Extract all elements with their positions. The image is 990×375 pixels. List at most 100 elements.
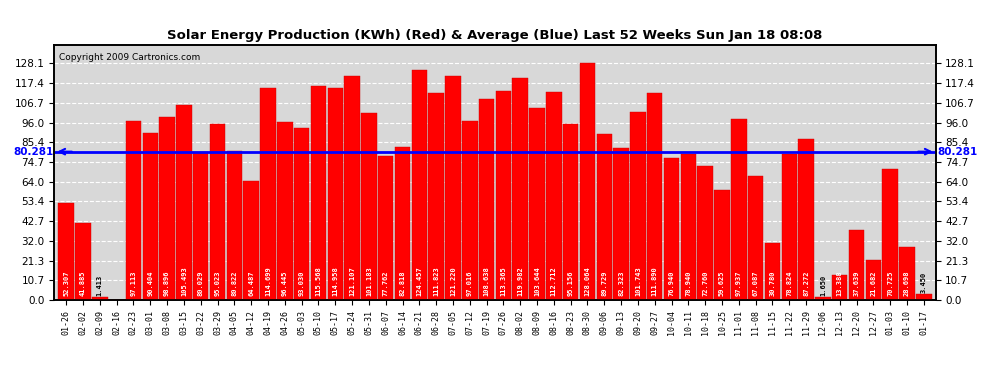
- Text: 89.729: 89.729: [601, 271, 607, 296]
- Text: 97.016: 97.016: [466, 271, 473, 296]
- Bar: [697, 165, 713, 300]
- Bar: [764, 243, 780, 300]
- Text: 98.896: 98.896: [164, 271, 170, 296]
- Bar: [260, 88, 276, 300]
- Text: 121.220: 121.220: [450, 267, 456, 296]
- Text: 128.064: 128.064: [584, 267, 590, 296]
- Bar: [311, 87, 326, 300]
- Bar: [798, 139, 814, 300]
- Text: 77.762: 77.762: [383, 271, 389, 296]
- Bar: [815, 297, 831, 300]
- Bar: [580, 63, 595, 300]
- Bar: [345, 76, 359, 300]
- Text: 111.890: 111.890: [651, 267, 657, 296]
- Text: 1.413: 1.413: [97, 275, 103, 297]
- Text: 105.493: 105.493: [181, 267, 187, 296]
- Bar: [714, 190, 730, 300]
- Text: 101.743: 101.743: [635, 267, 641, 296]
- Bar: [513, 78, 528, 300]
- Bar: [781, 154, 797, 300]
- Text: 87.272: 87.272: [803, 271, 809, 296]
- Bar: [328, 88, 343, 300]
- Bar: [530, 108, 544, 300]
- Bar: [210, 124, 226, 300]
- Bar: [126, 120, 142, 300]
- Text: 70.725: 70.725: [887, 271, 893, 296]
- Bar: [244, 181, 259, 300]
- Bar: [58, 203, 74, 300]
- Bar: [412, 70, 427, 300]
- Bar: [176, 105, 192, 300]
- Bar: [277, 122, 293, 300]
- Text: 113.365: 113.365: [500, 267, 507, 296]
- Text: 103.644: 103.644: [534, 267, 540, 296]
- Bar: [429, 93, 444, 300]
- Text: 82.323: 82.323: [618, 271, 624, 296]
- Text: 114.699: 114.699: [265, 267, 271, 296]
- Text: 82.818: 82.818: [400, 271, 406, 296]
- Text: 90.404: 90.404: [148, 271, 153, 296]
- Text: 80.281: 80.281: [14, 147, 54, 157]
- Bar: [479, 99, 494, 300]
- Text: 21.682: 21.682: [870, 271, 876, 296]
- Text: Copyright 2009 Cartronics.com: Copyright 2009 Cartronics.com: [58, 53, 200, 62]
- Bar: [159, 117, 175, 300]
- Text: 28.698: 28.698: [904, 271, 910, 296]
- Bar: [395, 147, 410, 300]
- Text: 76.940: 76.940: [668, 271, 674, 296]
- Bar: [664, 158, 679, 300]
- Text: 112.712: 112.712: [550, 267, 556, 296]
- Text: 78.940: 78.940: [685, 271, 691, 296]
- Bar: [747, 176, 763, 300]
- Text: 121.107: 121.107: [349, 267, 355, 296]
- Bar: [193, 152, 209, 300]
- Bar: [882, 170, 898, 300]
- Text: 41.885: 41.885: [80, 271, 86, 296]
- Text: 59.625: 59.625: [719, 271, 725, 296]
- Text: 124.457: 124.457: [417, 267, 423, 296]
- Bar: [294, 128, 309, 300]
- Bar: [563, 124, 578, 300]
- Text: 97.937: 97.937: [736, 271, 742, 296]
- Bar: [75, 223, 91, 300]
- Text: 80.029: 80.029: [198, 271, 204, 296]
- Text: 1.650: 1.650: [820, 275, 826, 296]
- Text: 108.638: 108.638: [483, 267, 490, 296]
- Bar: [597, 134, 612, 300]
- Bar: [865, 260, 881, 300]
- Bar: [496, 90, 511, 300]
- Bar: [681, 154, 696, 300]
- Text: 96.445: 96.445: [282, 271, 288, 296]
- Bar: [916, 294, 932, 300]
- Text: 101.183: 101.183: [366, 267, 372, 296]
- Bar: [832, 275, 847, 300]
- Text: 93.030: 93.030: [299, 271, 305, 296]
- Text: 13.388: 13.388: [837, 271, 842, 296]
- Text: 119.982: 119.982: [517, 267, 524, 296]
- Bar: [731, 119, 746, 300]
- Bar: [227, 151, 243, 300]
- Text: 3.450: 3.450: [921, 272, 927, 293]
- Text: 80.281: 80.281: [938, 147, 977, 157]
- Text: 80.822: 80.822: [232, 271, 238, 296]
- Text: 64.487: 64.487: [248, 271, 254, 296]
- Text: 30.780: 30.780: [769, 271, 775, 296]
- Title: Solar Energy Production (KWh) (Red) & Average (Blue) Last 52 Weeks Sun Jan 18 08: Solar Energy Production (KWh) (Red) & Av…: [167, 30, 823, 42]
- Bar: [647, 93, 662, 300]
- Text: 111.823: 111.823: [434, 267, 440, 296]
- Text: 78.824: 78.824: [786, 271, 792, 296]
- Text: 72.760: 72.760: [702, 271, 708, 296]
- Text: 114.958: 114.958: [333, 267, 339, 296]
- Text: 97.113: 97.113: [131, 271, 137, 296]
- Bar: [361, 113, 376, 300]
- Bar: [378, 156, 393, 300]
- Bar: [143, 133, 158, 300]
- Bar: [614, 148, 629, 300]
- Bar: [631, 112, 645, 300]
- Bar: [546, 92, 561, 300]
- Bar: [92, 297, 108, 300]
- Bar: [848, 231, 864, 300]
- Text: 95.156: 95.156: [567, 271, 573, 296]
- Text: 95.023: 95.023: [215, 271, 221, 296]
- Bar: [899, 247, 915, 300]
